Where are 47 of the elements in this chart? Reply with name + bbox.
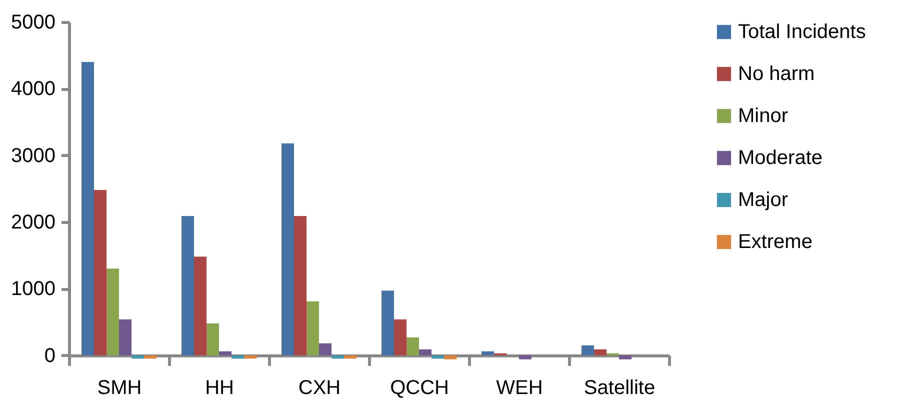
- x-tick-label: SMH: [97, 376, 142, 399]
- bar: [332, 355, 344, 359]
- bar: [382, 290, 394, 356]
- legend-label: Extreme: [738, 231, 812, 253]
- legend-label: Major: [738, 189, 788, 211]
- bar: [94, 190, 106, 356]
- bar: [394, 319, 406, 356]
- x-tick-label: WEH: [496, 376, 543, 399]
- bar: [432, 355, 444, 359]
- bar: [282, 143, 294, 356]
- bar: [294, 216, 306, 356]
- bar: [232, 355, 244, 359]
- bar: [594, 349, 606, 356]
- bar: [319, 343, 332, 356]
- bar: [344, 355, 356, 359]
- legend-label: No harm: [738, 63, 815, 85]
- bar: [206, 323, 219, 356]
- y-tick-label: 4000: [11, 78, 56, 100]
- y-tick-label: 1000: [11, 278, 56, 300]
- bar: [182, 216, 194, 356]
- bar: [82, 62, 94, 356]
- bar: [119, 319, 132, 356]
- bar: [406, 337, 419, 356]
- x-tick-label: Satellite: [584, 376, 656, 399]
- y-tick-label: 2000: [11, 212, 56, 234]
- bar: [582, 345, 594, 356]
- bar: [132, 355, 144, 359]
- bar: [519, 355, 532, 360]
- bar: [144, 355, 156, 359]
- legend-label: Moderate: [738, 147, 822, 169]
- bar: [194, 256, 206, 356]
- bar: [482, 351, 494, 356]
- bar: [106, 268, 119, 356]
- bar: [419, 349, 432, 356]
- x-tick-label: QCCH: [390, 376, 449, 399]
- bar: [444, 355, 456, 360]
- bar: [619, 355, 632, 360]
- bar: [219, 351, 232, 356]
- bar: [306, 301, 319, 356]
- bar: [244, 355, 256, 359]
- legend-label: Minor: [738, 105, 788, 127]
- y-tick-label: 5000: [11, 12, 56, 34]
- legend-label: Total Incidents: [738, 21, 866, 43]
- x-tick-label: CXH: [298, 376, 341, 399]
- x-tick-label: HH: [205, 376, 234, 399]
- y-tick-label: 3000: [11, 144, 56, 167]
- y-tick-label: 0: [44, 344, 56, 367]
